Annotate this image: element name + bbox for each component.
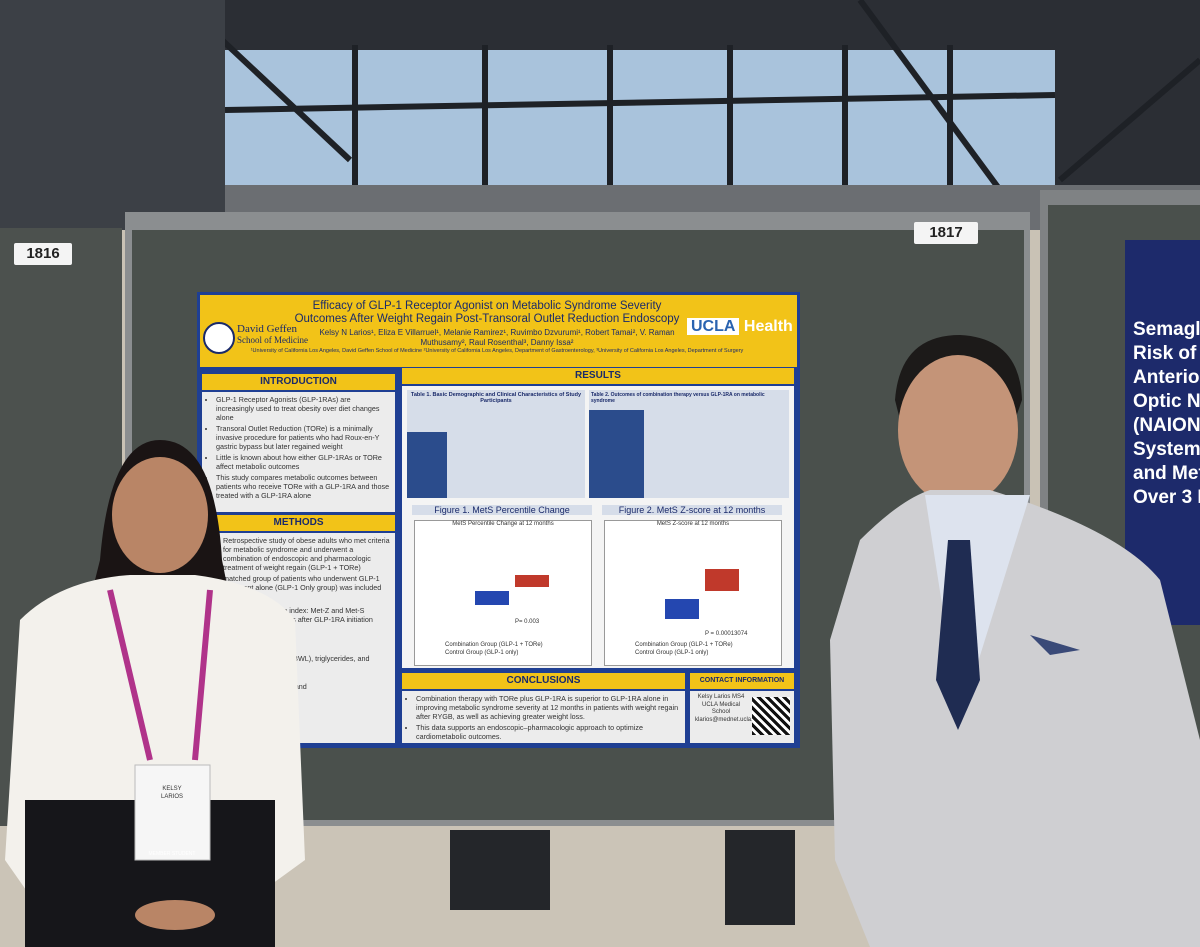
bullet: This study compares metabolic outcomes b… — [216, 473, 390, 500]
section-body: Kelsy Larios MS4 UCLA Medical School kla… — [690, 691, 794, 743]
section-heading: CONCLUSIONS — [402, 673, 685, 689]
box — [515, 575, 549, 587]
table: Table 1. Basic Demographic and Clinical … — [407, 390, 585, 498]
section-heading: METHODS — [202, 515, 395, 531]
table-title: Table 1. Basic Demographic and Clinical … — [410, 392, 582, 404]
p-value: P= 0.003 — [515, 619, 540, 625]
chart-title: MetS Percentile Change at 12 months — [452, 521, 554, 527]
figure: MetS Percentile Change at 12 months P= 0… — [414, 520, 592, 666]
booth-number: 1817 — [914, 222, 978, 244]
box — [475, 591, 509, 605]
poster-title: Efficacy of GLP-1 Receptor Agonist on Me… — [294, 300, 680, 325]
badge-role: MEMBER STUDENT — [149, 851, 196, 857]
bullet: Little is known about how either GLP-1RA… — [216, 453, 390, 471]
table-title: Table 2. Outcomes of combination therapy… — [591, 392, 765, 404]
poster-line: Over 3 M — [1133, 487, 1200, 508]
logo-sub: Health — [743, 318, 793, 335]
poster-line: Anterior — [1133, 367, 1200, 388]
legend: Combination Group (GLP-1 + TORe) Control… — [635, 641, 733, 657]
poster-line: Semaglu — [1133, 319, 1200, 340]
figure: MetS Z-score at 12 months P = 0.00013074… — [604, 520, 782, 666]
bullet: metabolic syndrome index: Met-Z and Met-… — [223, 606, 390, 624]
table-column — [589, 410, 644, 498]
legend-item: Control Group (GLP-1 only) — [635, 650, 709, 656]
section-body: GLP-1 Receptor Agonists (GLP-1RAs) are i… — [202, 392, 395, 512]
section-heading: CONTACT INFORMATION — [690, 673, 794, 689]
bullet: Combination therapy with TORe plus GLP-1… — [416, 694, 680, 721]
section-heading: RESULTS — [402, 368, 794, 384]
poster-line: and Met — [1133, 463, 1200, 484]
logo-name: David Geffen — [237, 323, 297, 335]
poster: David Geffen School of Medicine UCLA Hea… — [197, 292, 800, 748]
booth-number: 1816 — [14, 243, 72, 265]
legend: Combination Group (GLP-1 + TORe) Control… — [445, 641, 543, 657]
logo-left: David Geffen School of Medicine — [237, 324, 308, 346]
chart-title: MetS Z-score at 12 months — [656, 521, 730, 527]
bullet: This data supports an endoscopic–pharmac… — [416, 723, 680, 741]
figure-title: Figure 1. MetS Percentile Change — [412, 505, 592, 515]
seal — [203, 322, 235, 354]
poster-line: Optic Ne — [1133, 391, 1200, 412]
right-poster-text: Semaglu Risk of N Anterior Optic Ne (NAI… — [1133, 318, 1200, 510]
logo-sub: School of Medicine — [237, 335, 308, 345]
background-person — [450, 830, 550, 910]
background-person — [725, 830, 795, 925]
bullet: matched group of patients who underwent … — [223, 574, 390, 592]
table-column — [407, 432, 447, 498]
legend-item: Control Group (GLP-1 only) — [445, 650, 519, 656]
legend-item: Combination Group (GLP-1 + TORe) — [635, 642, 733, 648]
poster-line: Risk of N — [1133, 343, 1200, 364]
man — [830, 335, 1200, 947]
qr-code — [752, 697, 790, 735]
logo-name: UCLA — [687, 318, 740, 335]
poster-authors: Kelsy N Larios¹, Eliza E Villarruel¹, Me… — [319, 328, 675, 347]
section-body: Combination therapy with TORe plus GLP-1… — [402, 691, 685, 743]
box — [705, 569, 739, 591]
p-value: P = 0.00013074 — [705, 631, 748, 637]
poster-line: (NAION) — [1133, 415, 1200, 436]
poster-affiliations: ¹University of California Los Angeles, D… — [250, 348, 744, 354]
figure-title: Figure 2. MetS Z-score at 12 months — [602, 505, 782, 515]
bullet: Transoral Outlet Reduction (TORe) is a m… — [216, 424, 390, 451]
contact-text: Kelsy Larios MS4 UCLA Medical School kla… — [695, 694, 763, 723]
badge-name: KELSY — [162, 786, 181, 792]
bullet: GLP-1 Receptor Agonists (GLP-1RAs) are i… — [216, 395, 390, 422]
logo-right: UCLA Health — [687, 318, 793, 336]
woman: KELSY LARIOS MEMBER STUDENT — [5, 440, 305, 947]
left-wall — [0, 0, 225, 230]
box — [665, 599, 699, 619]
badge-surname: LARIOS — [161, 794, 183, 800]
section-heading: INTRODUCTION — [202, 374, 395, 390]
legend-item: Combination Group (GLP-1 + TORe) — [445, 642, 543, 648]
bullet: Retrospective study of obese adults who … — [223, 536, 390, 572]
table: Table 2. Outcomes of combination therapy… — [589, 390, 789, 498]
